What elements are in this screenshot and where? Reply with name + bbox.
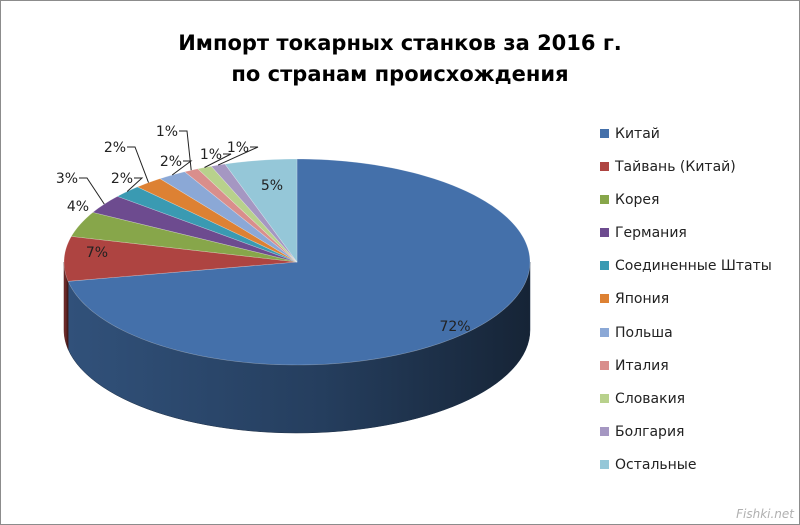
legend-swatch-4 [600, 261, 609, 271]
chart-title-line-1: Импорт токарных станков за 2016 г. [178, 31, 622, 55]
legend-label-10: Остальные [615, 456, 697, 473]
data-label-0: 72% [439, 319, 470, 335]
legend-item-9: Болгария [600, 422, 795, 455]
data-label-8: 1% [200, 147, 222, 163]
legend-item-10: Остальные [600, 455, 795, 488]
legend-swatch-1 [600, 162, 609, 172]
pie-slice-10 [224, 158, 298, 263]
leader-line-3 [79, 177, 105, 205]
legend-item-5: Япония [600, 289, 795, 322]
chart-legend: Китай Тайвань (Китай) Корея Германия Соедине… [600, 124, 795, 488]
legend-item-8: Словакия [600, 389, 795, 422]
legend-item-1: Тайвань (Китай) [600, 157, 795, 190]
legend-label-9: Болгария [615, 423, 685, 440]
legend-label-3: Германия [615, 225, 687, 242]
legend-item-6: Польша [600, 323, 795, 356]
pie-slice-1 [63, 236, 298, 282]
chart-title-line-2: по странам происхождения [231, 62, 569, 86]
watermark: Fishki.net [736, 507, 794, 521]
legend-item-0: Китай [600, 124, 795, 157]
legend-label-5: Япония [615, 291, 670, 308]
leader-line-8 [204, 153, 232, 168]
legend-label-0: Китай [615, 126, 660, 142]
legend-swatch-10 [600, 459, 609, 469]
leader-line-7 [179, 130, 192, 171]
data-label-2: 4% [67, 199, 89, 215]
pie-side-1 [63, 262, 69, 350]
data-label-7: 1% [156, 124, 178, 140]
data-label-4: 2% [111, 171, 133, 187]
data-label-6: 2% [160, 154, 182, 170]
legend-label-2: Корея [615, 192, 660, 209]
pie-slice-4 [116, 186, 298, 263]
pie-slice-8 [197, 165, 298, 263]
legend-label-6: Польша [615, 324, 673, 341]
legend-swatch-9 [600, 426, 609, 436]
data-label-9: 1% [227, 140, 249, 156]
pie-slice-0 [67, 158, 531, 366]
data-label-3: 3% [56, 171, 78, 187]
legend-swatch-0 [600, 129, 609, 138]
legend-swatch-5 [600, 294, 609, 304]
legend-swatch-8 [600, 393, 609, 403]
pie-slice-2 [70, 212, 298, 263]
data-label-1: 7% [86, 245, 108, 261]
legend-item-3: Германия [600, 223, 795, 256]
data-label-10: 5% [261, 178, 283, 194]
legend-label-7: Италия [615, 357, 669, 374]
chart-title: Импорт токарных станков за 2016 г. по ст… [0, 28, 800, 90]
pie-top-faces [63, 158, 531, 366]
pie-slice-5 [136, 178, 298, 263]
leader-line-4 [126, 177, 144, 192]
legend-item-2: Корея [600, 190, 795, 223]
leader-line-6 [171, 160, 193, 176]
legend-swatch-6 [600, 327, 609, 337]
legend-label-4: Соединенные Штаты [615, 258, 772, 275]
legend-label-1: Тайвань (Китай) [615, 159, 736, 176]
legend-label-8: Словакия [615, 390, 686, 407]
pie-slice-9 [210, 163, 298, 263]
data-label-5: 2% [104, 140, 126, 156]
leader-line-5 [127, 146, 149, 183]
legend-swatch-7 [600, 360, 609, 370]
pie-slice-6 [159, 171, 298, 263]
legend-item-7: Италия [600, 356, 795, 389]
pie-slice-7 [184, 168, 298, 263]
leader-line-9 [217, 146, 259, 166]
legend-item-4: Соединенные Штаты [600, 256, 795, 289]
pie-slice-3 [92, 196, 298, 263]
pie-data-labels: 72% 7% 4% 3% 2% 2% 2% 1% 1% 1% 5% [56, 124, 471, 335]
legend-swatch-2 [600, 195, 609, 205]
legend-swatch-3 [600, 228, 609, 238]
